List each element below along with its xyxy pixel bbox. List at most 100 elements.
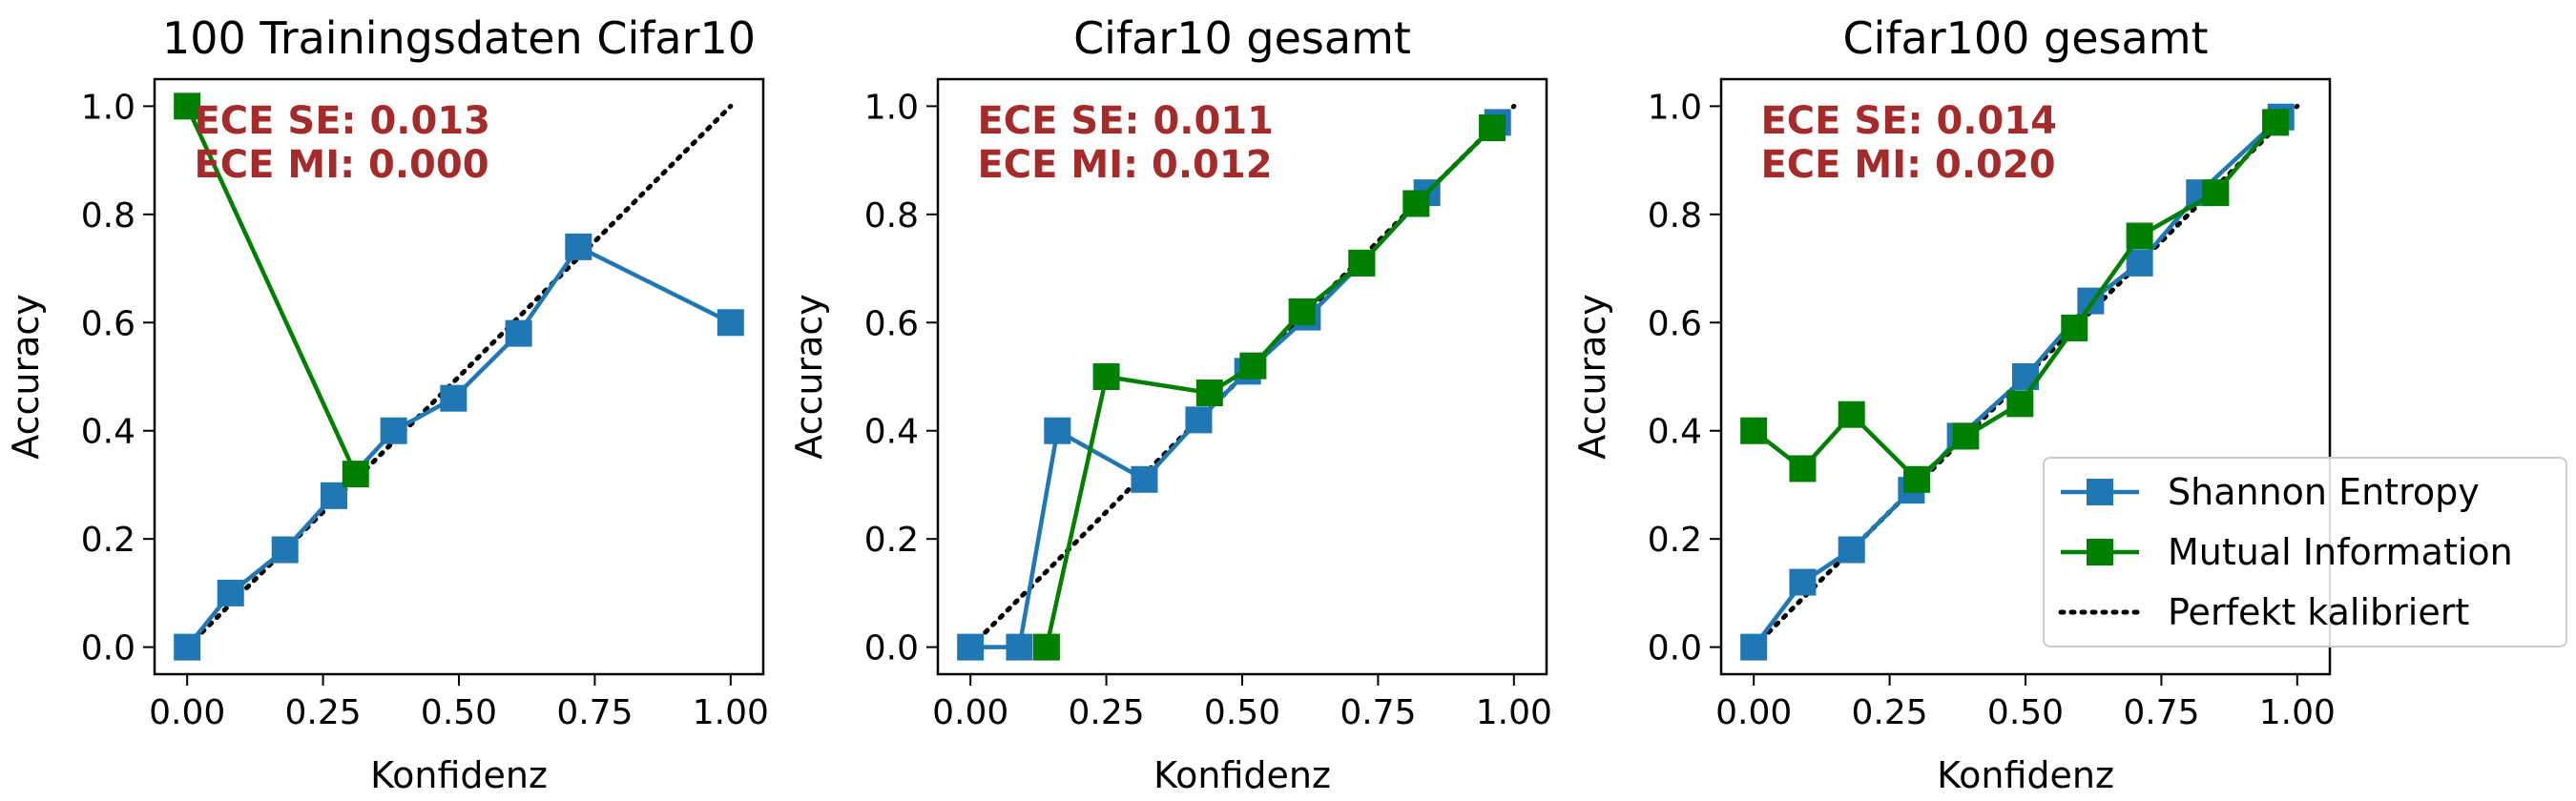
- legend-marker-mutual-information: [2087, 539, 2113, 565]
- x-tick-label: 0.00: [149, 693, 225, 732]
- y-axis-label: Accuracy: [1571, 294, 1613, 460]
- data-point-mutual-information: [2006, 390, 2034, 418]
- data-point-mutual-information: [1092, 363, 1120, 390]
- ece-annotation: ECE MI: 0.020: [1760, 143, 2055, 187]
- x-tick-label: 0.50: [421, 693, 497, 732]
- plot-frame: [936, 77, 1548, 676]
- ece-annotation: ECE SE: 0.013: [194, 99, 490, 143]
- x-tick-label: 1.00: [693, 693, 769, 732]
- y-tick-label: 1.0: [864, 88, 919, 127]
- data-point-shannon-entropy: [565, 233, 592, 260]
- y-tick-label: 0.6: [81, 304, 135, 343]
- data-point-shannon-entropy: [1185, 406, 1213, 434]
- y-tick-label: 0.6: [1648, 304, 1702, 343]
- plot-frame: [153, 77, 765, 676]
- data-point-shannon-entropy: [505, 319, 532, 347]
- data-point-shannon-entropy: [1044, 417, 1071, 444]
- x-axis-label: Konfidenz: [370, 754, 548, 796]
- legend: Shannon Entropy Mutual Information Perfekt…: [2043, 457, 2567, 647]
- y-tick-label: 0.4: [1648, 413, 1702, 452]
- x-tick-label: 0.25: [1852, 693, 1928, 732]
- data-point-mutual-information: [2061, 314, 2088, 341]
- y-tick-label: 0.4: [81, 413, 135, 452]
- ece-annotation: ECE SE: 0.011: [977, 99, 1274, 143]
- data-point-shannon-entropy: [957, 633, 985, 661]
- data-point-mutual-information: [1195, 380, 1223, 407]
- x-tick-label: 0.25: [1069, 693, 1145, 732]
- data-point-shannon-entropy: [217, 579, 244, 606]
- ece-annotation: ECE MI: 0.012: [977, 143, 1272, 187]
- data-point-mutual-information: [1952, 422, 1980, 450]
- x-axis-label: Konfidenz: [1937, 754, 2114, 796]
- y-tick-label: 0.8: [81, 196, 135, 236]
- x-tick-label: 0.00: [932, 693, 1008, 732]
- legend-marker-shannon-entropy: [2087, 479, 2113, 505]
- x-tick-label: 0.50: [1204, 693, 1280, 732]
- data-point-mutual-information: [2262, 109, 2290, 136]
- y-tick-label: 1.0: [1648, 88, 1702, 127]
- data-point-shannon-entropy: [1789, 568, 1817, 596]
- series-line-mutual-information: [1752, 120, 2277, 483]
- legend-label-shannon-entropy: Shannon Entropy: [2168, 471, 2480, 513]
- data-point-mutual-information: [1032, 633, 1060, 661]
- data-point-mutual-information: [2202, 179, 2230, 207]
- y-axis-label: Accuracy: [788, 294, 830, 460]
- legend-box: [2043, 457, 2567, 647]
- series-line-mutual-information: [185, 105, 358, 476]
- series-line-shannon-entropy: [185, 243, 732, 649]
- x-tick-label: 0.25: [285, 693, 362, 732]
- data-point-mutual-information: [1838, 400, 1865, 428]
- y-tick-label: 0.8: [864, 196, 919, 236]
- y-axis-label: Accuracy: [5, 294, 47, 460]
- series-line-shannon-entropy: [1752, 115, 2283, 648]
- data-point-mutual-information: [1479, 114, 1506, 142]
- data-point-mutual-information: [1288, 298, 1316, 325]
- data-point-shannon-entropy: [271, 536, 299, 564]
- data-point-shannon-entropy: [1838, 536, 1865, 564]
- chart-panel-1: 0.00 0.25 0.50 0.75 1.00 0.0 0.2 0.4 0.6 0.8 1.0 EC…: [5, 12, 769, 796]
- x-tick-label: 0.75: [556, 693, 633, 732]
- data-point-shannon-entropy: [717, 309, 744, 337]
- data-point-shannon-entropy: [1006, 633, 1033, 661]
- chart-panel-2: 0.00 0.25 0.50 0.75 1.00 0.0 0.2 0.4 0.6 0.8 1.0 EC…: [788, 12, 1552, 796]
- data-point-shannon-entropy: [1740, 633, 1768, 661]
- y-tick-label: 0.2: [864, 521, 919, 560]
- y-tick-label: 0.8: [1648, 196, 1702, 236]
- chart-title: Cifar10 gesamt: [1073, 12, 1411, 64]
- data-point-mutual-information: [174, 92, 201, 120]
- legend-label-perfekt-kalibriert: Perfekt kalibriert: [2168, 591, 2469, 633]
- chart-title: 100 Trainingsdaten Cifar10: [162, 12, 756, 64]
- data-point-shannon-entropy: [2126, 249, 2153, 277]
- y-tick-label: 0.2: [81, 521, 135, 560]
- plot-frame: [1719, 77, 2332, 676]
- y-tick-label: 0.0: [864, 629, 919, 668]
- x-tick-label: 0.00: [1715, 693, 1792, 732]
- legend-label-mutual-information: Mutual Information: [2168, 531, 2513, 573]
- data-point-shannon-entropy: [1131, 465, 1158, 493]
- x-tick-label: 0.75: [2123, 693, 2199, 732]
- data-point-shannon-entropy: [380, 417, 407, 444]
- data-point-mutual-information: [1239, 352, 1267, 380]
- ece-annotation: ECE SE: 0.014: [1760, 99, 2057, 143]
- x-tick-label: 0.50: [1987, 693, 2064, 732]
- x-tick-label: 1.00: [1476, 693, 1552, 732]
- y-tick-label: 0.2: [1648, 521, 1702, 560]
- data-point-shannon-entropy: [440, 384, 467, 412]
- chart-panel-3: 0.00 0.25 0.50 0.75 1.00 0.0 0.2 0.4 0.6 0.8 1.0 EC…: [1571, 12, 2336, 796]
- y-tick-label: 0.4: [864, 413, 919, 452]
- y-tick-label: 1.0: [81, 88, 135, 127]
- data-point-mutual-information: [342, 461, 369, 488]
- data-point-mutual-information: [2126, 222, 2153, 250]
- ece-annotation: ECE MI: 0.000: [194, 143, 488, 187]
- y-tick-label: 0.6: [864, 304, 919, 343]
- data-point-mutual-information: [1348, 249, 1376, 277]
- data-point-mutual-information: [1740, 417, 1768, 444]
- data-point-shannon-entropy: [174, 633, 201, 661]
- data-point-mutual-information: [1402, 190, 1430, 217]
- perfect-calibration-line: [184, 103, 734, 650]
- y-tick-label: 0.0: [81, 629, 135, 668]
- data-point-mutual-information: [1903, 465, 1931, 493]
- x-axis-label: Konfidenz: [1153, 754, 1331, 796]
- chart-title: Cifar100 gesamt: [1842, 12, 2208, 64]
